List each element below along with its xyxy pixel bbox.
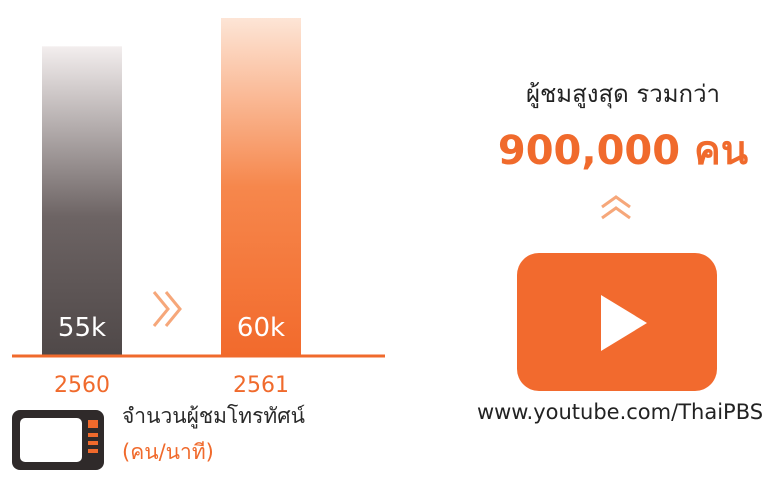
peak-viewers-caption: ผู้ชมสูงสุด รวมกว่า bbox=[525, 80, 721, 108]
tv-icon bbox=[12, 410, 104, 470]
bar-2561 bbox=[221, 18, 301, 356]
category-label: 2560 bbox=[54, 373, 110, 398]
legend-unit: (คน/นาที) bbox=[122, 440, 214, 464]
youtube-play-button[interactable] bbox=[517, 253, 717, 391]
legend-label: จำนวนผู้ชมโทรทัศน์ bbox=[122, 404, 305, 428]
bar-value-label: 60k bbox=[237, 313, 285, 343]
tv-viewers-chart: 55k 2560 60k 2561 bbox=[12, 18, 385, 398]
bar-value-label: 55k bbox=[58, 313, 106, 343]
peak-viewers-value: 900,000 คน bbox=[497, 128, 749, 174]
category-label: 2561 bbox=[233, 373, 289, 398]
double-chevron-up-icon bbox=[601, 195, 631, 220]
bar-2560 bbox=[42, 46, 122, 356]
double-chevron-right-icon bbox=[152, 291, 182, 327]
youtube-play-icon bbox=[601, 295, 647, 351]
channel-url[interactable]: www.youtube.com/ThaiPBS bbox=[476, 400, 764, 424]
